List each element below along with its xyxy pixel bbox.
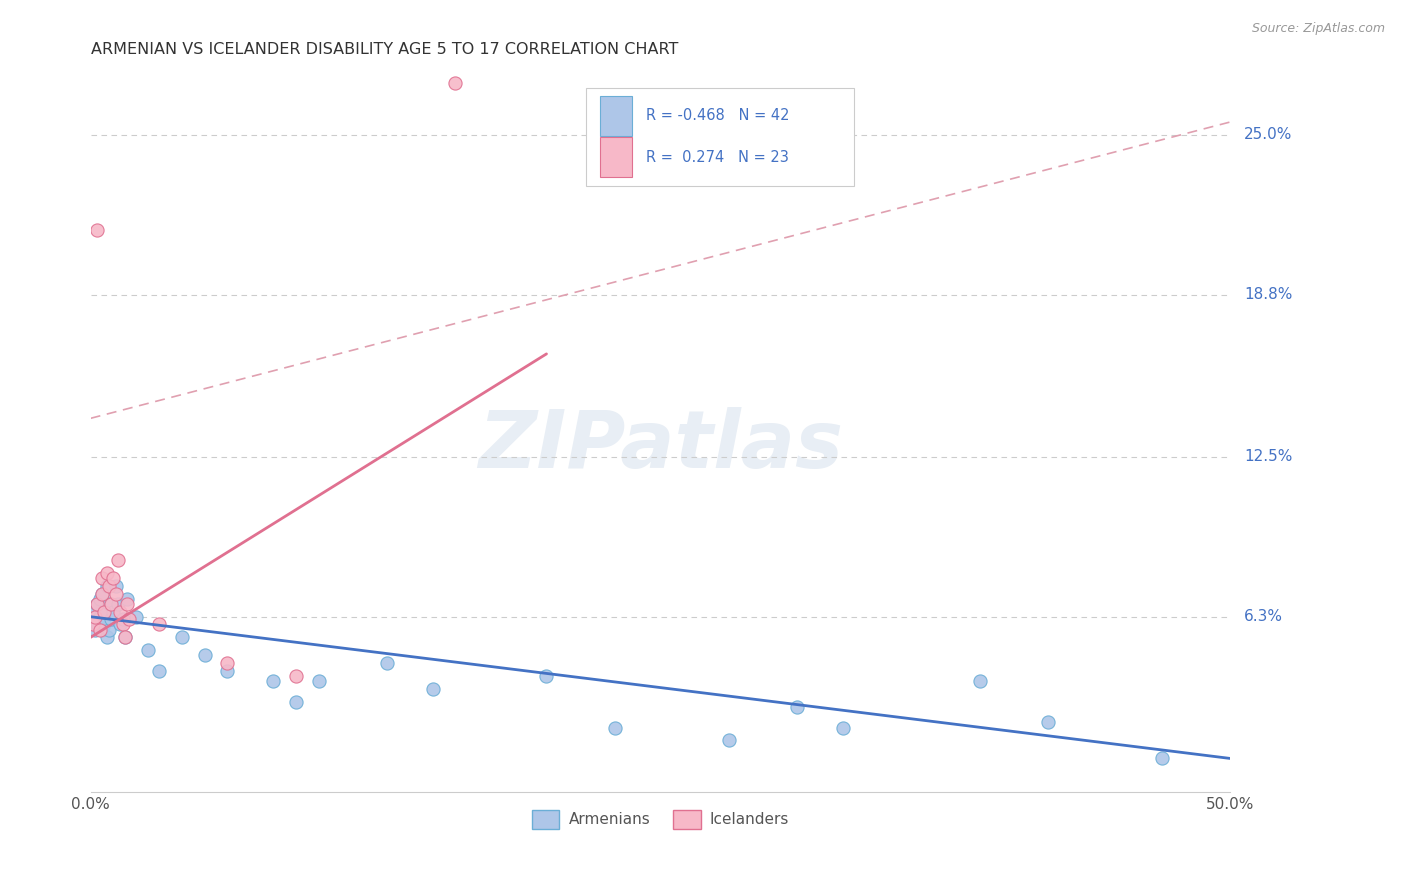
Point — [103, 571, 125, 585]
Point — [217, 664, 239, 678]
Point — [86, 223, 108, 237]
Point — [194, 648, 217, 663]
Bar — [600, 137, 631, 177]
Bar — [586, 88, 855, 186]
Point — [115, 597, 138, 611]
Point — [118, 612, 141, 626]
Text: ARMENIAN VS ICELANDER DISABILITY AGE 5 TO 17 CORRELATION CHART: ARMENIAN VS ICELANDER DISABILITY AGE 5 T… — [90, 42, 678, 57]
Point — [969, 674, 991, 689]
Point — [91, 586, 114, 600]
Point — [89, 591, 111, 606]
Point — [93, 605, 115, 619]
Point — [603, 721, 626, 735]
Point — [114, 631, 136, 645]
Point — [114, 631, 136, 645]
Point — [91, 586, 114, 600]
Point — [100, 597, 122, 611]
Point — [84, 609, 107, 624]
Text: 12.5%: 12.5% — [1244, 450, 1292, 465]
Point — [97, 597, 120, 611]
Point — [107, 597, 129, 611]
Text: 6.3%: 6.3% — [1244, 609, 1284, 624]
Point — [103, 605, 125, 619]
Point — [148, 664, 170, 678]
Point — [107, 553, 129, 567]
Point — [1150, 751, 1173, 765]
Point — [82, 617, 104, 632]
Point — [170, 631, 193, 645]
Point — [91, 623, 114, 637]
Point — [831, 721, 853, 735]
Point — [86, 597, 108, 611]
Point — [104, 586, 127, 600]
Point — [84, 605, 107, 619]
Text: R =  0.274   N = 23: R = 0.274 N = 23 — [645, 150, 789, 164]
Point — [86, 617, 108, 632]
Point — [97, 623, 120, 637]
Point — [111, 617, 134, 632]
Text: Source: ZipAtlas.com: Source: ZipAtlas.com — [1251, 22, 1385, 36]
Point — [444, 76, 467, 90]
Point — [86, 597, 108, 611]
Point — [96, 566, 118, 580]
Point — [115, 591, 138, 606]
Point — [93, 617, 115, 632]
Point — [422, 681, 444, 696]
Point — [110, 605, 132, 619]
Point — [96, 631, 118, 645]
Point — [97, 579, 120, 593]
Point — [96, 579, 118, 593]
Point — [786, 700, 808, 714]
Point — [100, 612, 122, 626]
Point — [82, 612, 104, 626]
Point — [89, 623, 111, 637]
Point — [717, 733, 740, 747]
Point — [1036, 715, 1059, 730]
Point — [110, 617, 132, 632]
Point — [136, 643, 159, 657]
Text: 25.0%: 25.0% — [1244, 128, 1292, 143]
Point — [93, 605, 115, 619]
Point — [375, 656, 398, 670]
Point — [284, 695, 307, 709]
Legend: Armenians, Icelanders: Armenians, Icelanders — [526, 804, 796, 835]
Point — [262, 674, 284, 689]
Point — [104, 579, 127, 593]
Bar — [600, 96, 631, 136]
Point — [125, 609, 148, 624]
Point — [148, 617, 170, 632]
Point — [217, 656, 239, 670]
Text: 18.8%: 18.8% — [1244, 287, 1292, 302]
Point — [84, 623, 107, 637]
Point — [111, 612, 134, 626]
Point — [308, 674, 330, 689]
Point — [536, 669, 558, 683]
Text: R = -0.468   N = 42: R = -0.468 N = 42 — [645, 109, 789, 123]
Point — [89, 609, 111, 624]
Point — [284, 669, 307, 683]
Text: ZIPatlas: ZIPatlas — [478, 407, 844, 484]
Point — [91, 571, 114, 585]
